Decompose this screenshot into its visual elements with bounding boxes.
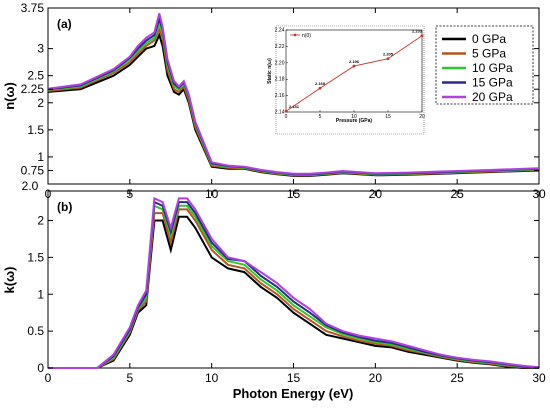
inset-legend-label: n(0) xyxy=(302,33,311,39)
inset-point-label: 2.205 xyxy=(383,52,394,57)
panel-b-xtick-label: 15 xyxy=(287,371,301,385)
inset-ytick-label: 2.16 xyxy=(275,93,285,99)
inset-point-label: 2.169 xyxy=(315,81,326,86)
x-axis-title: Photon Energy (eV) xyxy=(233,386,354,401)
panel-a-bottom-tick-label: 2.0 xyxy=(22,179,39,193)
panel-b-xtick-label: 10 xyxy=(205,371,219,385)
panel-b-ylabel: k(ω) xyxy=(2,267,17,294)
inset-xtick-label: 5 xyxy=(319,114,322,120)
panel-a-ytick-label: 2.5 xyxy=(27,69,44,83)
inset-point-label: 2.196 xyxy=(349,59,360,64)
inset-ytick-label: 2.22 xyxy=(275,44,285,50)
panel-b-series-20-gpa xyxy=(48,196,540,369)
panel-b-ytick-label: 1.5 xyxy=(27,250,44,264)
inset-ylabel: Static n(ω) xyxy=(267,58,273,84)
panel-a-ytick-label: 0.75 xyxy=(21,163,45,177)
panel-b-xtick-label: 30 xyxy=(532,371,546,385)
inset-ytick-label: 2.14 xyxy=(275,110,285,116)
inset-point xyxy=(318,86,322,90)
panel-a-ytick-label: 3 xyxy=(37,42,44,56)
inset-chart: 0 5 10 15 202.142.162.182.202.222.24 2.1412.… xyxy=(267,25,425,135)
inset-legend-marker xyxy=(293,33,297,37)
panel-b-xtick-label: 0 xyxy=(45,371,52,385)
inset-point xyxy=(352,64,356,68)
panel-a-ytick-label: 2 xyxy=(37,96,44,110)
inset-point-label: 2.233 xyxy=(412,29,423,34)
legend-label: 20 GPa xyxy=(472,90,513,104)
panel-a-series-20-gpa xyxy=(47,13,540,175)
panel-b-ytick-label: 2 xyxy=(37,214,44,228)
panel-b-xtick-label: 25 xyxy=(450,371,464,385)
inset-ticks: 0 5 10 15 20 2.14 2.16 2.18 2.20 2.22 2.24 xyxy=(275,28,425,121)
panel-b-ticks: 0 5 10 15 20 25 30 0 0.5 1 1.5 2 xyxy=(27,191,546,385)
panel-a-label: (a) xyxy=(57,17,72,31)
inset-ytick-label: 2.20 xyxy=(275,60,285,66)
inset-series: 2.141 2.169 2.196 2.205 2.233 xyxy=(284,29,424,113)
panel-b-label: (b) xyxy=(57,200,72,214)
legend-label: 0 GPa xyxy=(472,32,506,46)
panel-a-ytick-label: 2.25 xyxy=(21,82,45,96)
inset-point xyxy=(420,34,424,38)
inset-xtick-label: 0 xyxy=(285,114,288,120)
panel-b-xtick-label: 20 xyxy=(369,371,383,385)
panel-a-ytick-label: 3.75 xyxy=(21,1,45,15)
inset-xtick-label: 20 xyxy=(419,114,425,120)
inset-ytick-label: 2.24 xyxy=(275,28,285,34)
panel-a-ylabel: n(ω) xyxy=(2,82,17,110)
panel-b: 0 5 10 15 20 25 30 0 0.5 1 1.5 2 (b) k(ω) Photon En… xyxy=(2,190,546,401)
panel-a-series xyxy=(47,13,540,177)
inset-xtick-label: 15 xyxy=(385,114,391,120)
panel-b-ytick-label: 1 xyxy=(37,287,44,301)
panel-b-ytick-label: 0.5 xyxy=(27,324,44,338)
inset-xlabel: Pressure (GPa) xyxy=(336,118,372,124)
inset-point-label: 2.141 xyxy=(289,104,300,109)
inset-frame xyxy=(285,29,423,113)
inset-ytick-label: 2.18 xyxy=(275,77,285,83)
inset-border xyxy=(275,25,425,135)
legend-label: 5 GPa xyxy=(472,47,506,61)
inset-xtick-label: 10 xyxy=(351,114,357,120)
inset-point xyxy=(386,57,390,61)
panel-b-ytick-label: 0 xyxy=(37,361,44,375)
inset-point xyxy=(284,109,288,113)
panel-a-ytick-label: 1 xyxy=(37,150,44,164)
panel-a-ytick-label: 1.5 xyxy=(27,123,44,137)
panel-b-series-15-gpa xyxy=(48,200,540,369)
legend-label: 10 GPa xyxy=(472,61,513,75)
panel-b-series xyxy=(48,196,540,369)
panel-b-xtick-label: 5 xyxy=(126,371,133,385)
legend-label: 15 GPa xyxy=(472,76,513,90)
